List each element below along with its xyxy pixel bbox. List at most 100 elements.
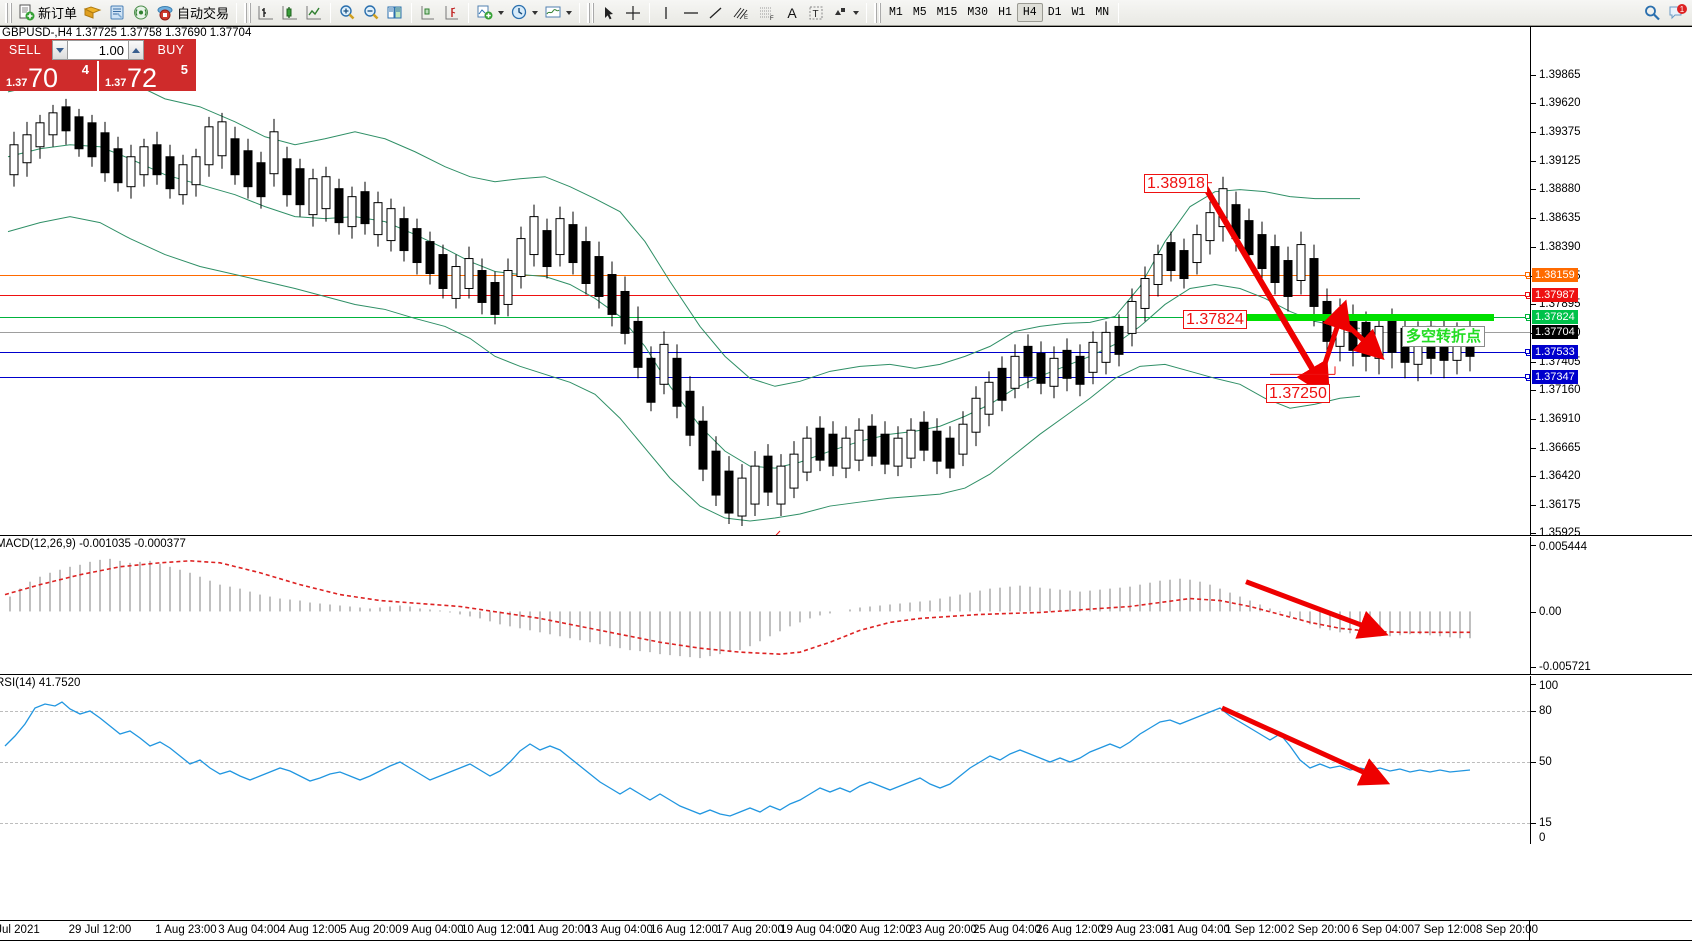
trendline-icon [709,7,722,18]
volume-control[interactable]: 1.00 [50,39,146,61]
trendline-button[interactable] [704,2,728,24]
search-button[interactable] [1640,2,1664,24]
cursor-tool-button[interactable] [597,2,621,24]
autotrading-label: 自动交易 [177,6,230,21]
macd-plot[interactable]: MACD(12,26,9) -0.001035 -0.000377 [0,537,1530,674]
price-tag-1-37824[interactable]: 1.37824 [1525,310,1578,324]
macd-axis-label: -0.005721 [1539,661,1591,673]
annotation-high[interactable]: 1.38918 [1144,174,1208,193]
timeframe-mn[interactable]: MN [1095,6,1110,19]
time-axis[interactable]: Jul 2021 29 Jul 12:00 1 Aug 23:00 3 Aug … [0,920,1692,940]
volume-increase-button[interactable] [128,40,144,60]
price-tag-1-38159[interactable]: 1.38159 [1525,268,1578,282]
equidistant-channel-button[interactable]: E [728,2,754,24]
vertical-line-button[interactable] [654,2,678,24]
buy-price-quote[interactable]: 1.37 72 5 [97,61,196,93]
price-axis[interactable]: 1.39865 1.39620 1.39375 1.39125 1.38880 … [1525,27,1692,539]
price-tick-label: 1.39865 [1539,69,1581,81]
chart-shift-button[interactable] [416,2,440,24]
buy-button[interactable]: BUY [146,39,196,61]
toolbar-grip-3[interactable] [587,2,595,23]
timeframe-d1[interactable]: D1 [1047,6,1062,19]
toolbar-grip-2[interactable] [244,2,252,23]
templates-button[interactable] [541,2,575,24]
timeframe-w1[interactable]: W1 [1071,6,1086,19]
market-watch-button[interactable] [105,2,129,24]
candlestick-chart-button[interactable] [278,2,302,24]
tile-windows-button[interactable] [383,2,407,24]
volume-decrease-button[interactable] [52,40,68,60]
price-tag-1-37533[interactable]: 1.37533 [1525,345,1578,359]
price-tag-text: 1.37533 [1535,346,1575,358]
toolbar-grip-4[interactable] [874,2,882,23]
signals-button[interactable] [129,2,153,24]
rsi-series [4,701,1471,817]
price-pane[interactable]: 1.38918 1.37824 1.36017 1.37250 多空转折点 GB… [0,27,1692,539]
chevron-down-icon-4[interactable] [853,10,860,15]
toolbar-grip[interactable] [5,2,12,23]
text-button[interactable]: A [780,2,804,24]
period-icon [511,4,527,20]
price-tag-1-37987[interactable]: 1.37987 [1525,288,1578,302]
bar-chart-button[interactable] [254,2,278,24]
rsi-axis[interactable]: 100 80 50 15 0 [1530,676,1692,844]
rsi-axis-label: 50 [1539,756,1552,768]
chevron-down-icon[interactable] [498,10,505,15]
macd-axis[interactable]: 0.005444 0.00 -0.005721 [1530,537,1692,674]
shapes-button[interactable] [828,2,862,24]
macd-series [4,558,1471,659]
autotrading-button[interactable]: 自动交易 [153,2,232,24]
mql5-community-button[interactable] [80,2,105,24]
auto-scroll-button[interactable] [440,2,464,24]
time-label: 20 Aug 12:00 [844,924,912,936]
zoom-in-button[interactable] [335,2,359,24]
shapes-icon [835,7,846,15]
zoom-out-button[interactable] [359,2,383,24]
time-label: 29 Jul 12:00 [68,924,132,936]
sell-price-big: 70 [28,63,59,93]
crosshair-tool-button[interactable] [621,2,645,24]
main-toolbar: 新订单 [0,0,1692,26]
zoom-in-icon [340,5,355,20]
time-label: 3 Aug 04:00 [218,924,280,936]
chart-shift-icon [421,6,435,20]
text-label-button[interactable]: T [804,2,828,24]
timeframe-m1[interactable]: M1 [889,6,903,19]
toolbar-separator-1 [236,2,238,23]
one-click-trading-panel[interactable]: SELL 1.00 BUY 1.37 70 4 [0,39,196,93]
crosshair-icon [626,5,641,20]
new-order-button[interactable]: 新订单 [15,2,80,24]
alerts-button[interactable]: 1 [1664,2,1690,24]
annotation-pivot[interactable]: 1.37824 [1183,310,1247,329]
price-tick-label: 1.36910 [1539,413,1581,425]
timeframe-m5[interactable]: M5 [912,6,927,19]
macd-pane[interactable]: MACD(12,26,9) -0.001035 -0.000377 [0,537,1692,675]
timeframe-h4[interactable]: H4 [1016,3,1043,22]
price-plot[interactable]: 1.38918 1.37824 1.36017 1.37250 多空转折点 GB… [0,27,1530,535]
timeframe-m30[interactable]: M30 [967,6,989,19]
sell-button[interactable]: SELL [0,39,50,61]
line-chart-button[interactable] [302,2,326,24]
rsi-pane[interactable]: RSI(14) 41.7520 100 80 [0,676,1692,844]
time-label: 8 Sep 20:00 [1475,924,1539,936]
volume-input[interactable]: 1.00 [68,40,128,60]
chart-area[interactable]: 1.38918 1.37824 1.36017 1.37250 多空转折点 GB… [0,26,1692,941]
price-tag-text: 1.37347 [1535,371,1575,383]
timeframe-h1[interactable]: H1 [998,6,1012,19]
sell-price-quote[interactable]: 1.37 70 4 [0,61,97,93]
annotation-turning-point[interactable]: 多空转折点 [1402,326,1486,347]
timeframe-m15[interactable]: M15 [936,6,958,19]
fibonacci-button[interactable]: F [754,2,780,24]
chevron-down-icon-3[interactable] [566,10,573,15]
indicators-button[interactable] [473,2,507,24]
time-label: 7 Sep 12:00 [1413,924,1477,936]
time-label: 5 Aug 20:00 [340,924,402,936]
rsi-plot[interactable]: RSI(14) 41.7520 [0,676,1530,844]
price-tag-1-37347[interactable]: 1.37347 [1525,370,1578,384]
price-tick-label: 1.38390 [1539,241,1581,253]
support-zone-segment[interactable] [1216,314,1494,321]
annotation-target[interactable]: 1.37250 [1266,384,1330,403]
period-button[interactable] [507,2,541,24]
horizontal-line-button[interactable] [678,2,704,24]
chevron-down-icon-2[interactable] [532,10,539,15]
